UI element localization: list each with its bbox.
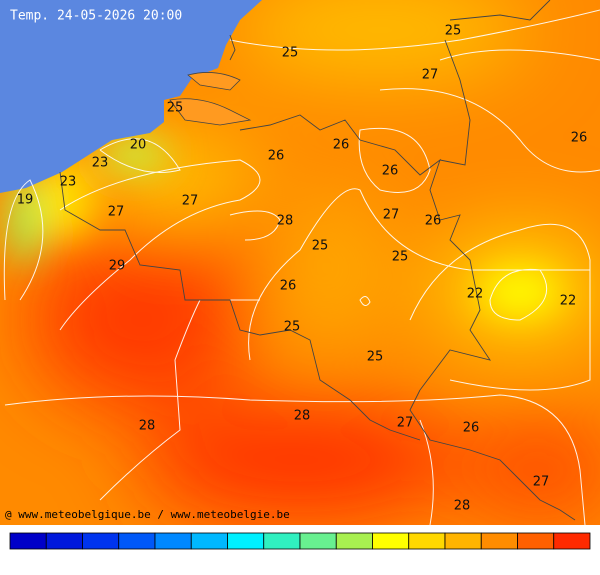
contour-labels: 25 25 27 25 26 26 26 20 23 23 26 19 27 27 27 26 28 25 25 29… [17, 24, 588, 514]
title: Temp. 24-05-2026 20:00 [10, 9, 182, 24]
legend-swatch [517, 532, 555, 550]
contours [3, 9, 600, 525]
legend-swatch [553, 532, 591, 550]
borders [59, 0, 576, 521]
contour-label: 27 [397, 416, 414, 431]
contour-label: 20 [130, 138, 147, 153]
legend-swatch [263, 532, 301, 550]
contour-label: 26 [333, 138, 350, 153]
map-area [0, 0, 600, 525]
contour-label: 27 [533, 475, 550, 490]
legend-swatch [227, 532, 265, 550]
credit: @ www.meteobelgique.be / www.meteobelgie… [5, 508, 290, 521]
islands [169, 72, 252, 126]
legend-swatch [299, 532, 337, 550]
legend-swatch [372, 532, 410, 550]
temperature-field [30, 0, 600, 520]
legend-swatch [190, 532, 228, 550]
contour-label: 25 [282, 46, 299, 61]
contour-label: 25 [392, 250, 409, 265]
color-legend [9, 532, 591, 550]
contour-label: 26 [571, 131, 588, 146]
legend-swatch [335, 532, 373, 550]
contour-label: 27 [108, 205, 125, 220]
contour-label: 25 [312, 239, 329, 254]
sea [0, 0, 262, 193]
contour-label: 26 [382, 164, 399, 179]
legend-swatch [45, 532, 83, 550]
contour-label: 28 [139, 419, 156, 434]
legend-swatch [9, 532, 47, 550]
contour-label: 26 [425, 214, 442, 229]
contour-label: 26 [280, 279, 297, 294]
contour-label: 25 [167, 101, 184, 116]
contour-label: 23 [60, 175, 77, 190]
contour-label: 25 [284, 320, 301, 335]
contour-label: 28 [454, 499, 471, 514]
contour-label: 26 [463, 421, 480, 436]
contour-label: 22 [467, 287, 484, 302]
legend-swatch [444, 532, 482, 550]
contour-label: 26 [268, 149, 285, 164]
contour-label: 27 [422, 68, 439, 83]
contour-label: 28 [294, 409, 311, 424]
contour-label: 19 [17, 193, 34, 208]
contour-label: 29 [109, 259, 126, 274]
legend-swatch [480, 532, 518, 550]
contour-label: 22 [560, 294, 577, 309]
contour-label: 23 [92, 156, 109, 171]
contour-label: 25 [445, 24, 462, 39]
contour-label: 27 [383, 208, 400, 223]
legend-swatch [154, 532, 192, 550]
contour-label: 25 [367, 350, 384, 365]
legend-swatch [118, 532, 156, 550]
contour-label: 27 [182, 194, 199, 209]
legend-swatch [408, 532, 446, 550]
legend-swatch [82, 532, 120, 550]
contour-label: 28 [277, 214, 294, 229]
